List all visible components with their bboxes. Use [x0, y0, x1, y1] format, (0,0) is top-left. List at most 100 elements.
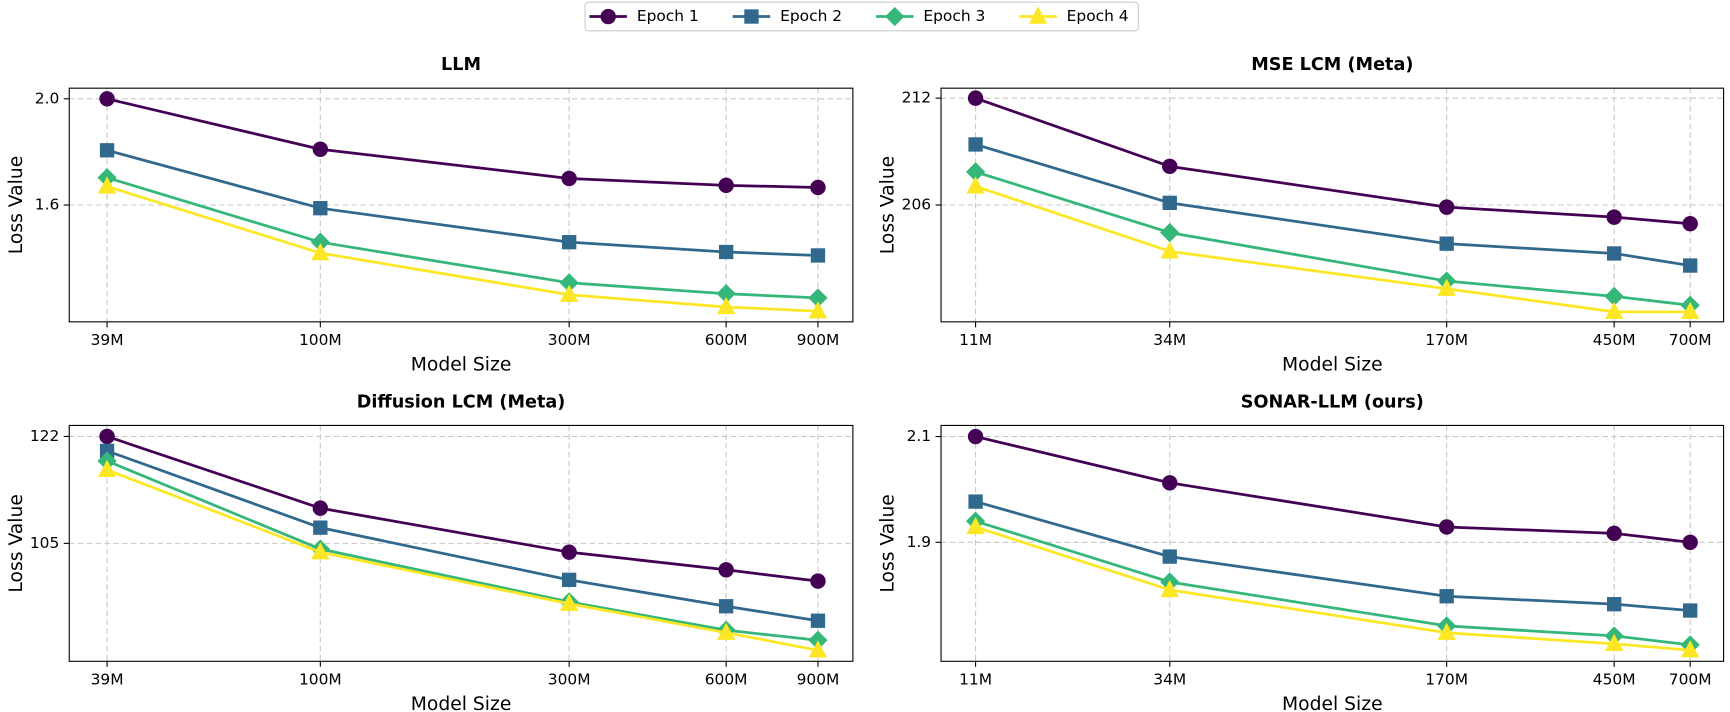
- marker: [716, 296, 736, 315]
- x-tick-label: 600M: [705, 671, 748, 689]
- marker: [810, 573, 826, 589]
- marker: [1162, 158, 1178, 175]
- legend-label: Epoch 2: [780, 7, 842, 25]
- x-tick-label: 700M: [1669, 671, 1712, 689]
- marker: [808, 640, 828, 658]
- legend-label: Epoch 1: [637, 7, 699, 25]
- marker: [1682, 534, 1698, 551]
- marker: [1606, 597, 1622, 612]
- marker: [313, 201, 328, 216]
- marker: [311, 243, 330, 261]
- marker: [718, 177, 734, 194]
- x-tick-label: 700M: [1669, 331, 1712, 349]
- legend-label: Epoch 3: [923, 7, 985, 25]
- x-tick-label: 11M: [959, 331, 992, 349]
- marker: [1606, 209, 1622, 225]
- marker: [1162, 475, 1178, 491]
- plot-frame: [68, 87, 854, 323]
- marker: [716, 622, 736, 640]
- y-axis-label: Loss Value: [6, 156, 27, 254]
- x-tick-label: 300M: [548, 671, 591, 689]
- x-tick-label: 170M: [1425, 671, 1468, 689]
- marker: [1438, 199, 1455, 215]
- series-line: [975, 525, 1691, 652]
- x-axis-label: Model Size: [1282, 694, 1383, 712]
- marker: [311, 542, 330, 560]
- legend-box: [584, 1, 1139, 32]
- series-line: [975, 170, 1691, 307]
- marker: [99, 91, 115, 107]
- marker: [1439, 589, 1454, 604]
- plot-frame: [940, 87, 1725, 323]
- series-line: [106, 176, 819, 300]
- marker: [561, 544, 577, 560]
- series-line: [106, 468, 819, 652]
- y-tick-label: 122: [30, 427, 59, 445]
- marker: [968, 137, 983, 152]
- x-tick-label: 34M: [1153, 331, 1186, 349]
- series-line: [975, 519, 1691, 647]
- marker: [559, 593, 579, 611]
- marker: [1160, 223, 1180, 243]
- plot-frame: [940, 424, 1725, 662]
- x-tick-label: 600M: [705, 331, 748, 349]
- x-tick-label: 34M: [1153, 671, 1186, 689]
- marker: [967, 428, 984, 445]
- marker: [313, 520, 328, 535]
- marker: [1162, 195, 1177, 211]
- legend-marker: [744, 9, 759, 24]
- x-tick-label: 39M: [91, 671, 124, 689]
- marker: [966, 516, 985, 535]
- subplot-title: SONAR-LLM (ours): [1241, 392, 1424, 412]
- x-tick-label: 39M: [91, 331, 124, 349]
- marker: [1438, 519, 1455, 535]
- marker: [1604, 301, 1624, 320]
- y-axis-label: Loss Value: [878, 156, 899, 254]
- x-tick-label: 450M: [1593, 331, 1636, 349]
- marker: [1160, 241, 1179, 259]
- marker: [97, 459, 117, 477]
- marker: [312, 141, 329, 157]
- marker: [1606, 246, 1622, 261]
- x-axis-label: Model Size: [411, 694, 512, 712]
- y-tick-label: 212: [902, 89, 931, 107]
- x-tick-label: 900M: [797, 331, 840, 349]
- marker: [1682, 215, 1698, 232]
- y-tick-label: 1.6: [35, 196, 60, 214]
- legend-label: Epoch 4: [1067, 7, 1129, 25]
- x-tick-label: 11M: [959, 671, 992, 689]
- marker: [1437, 622, 1456, 640]
- marker: [718, 562, 734, 578]
- marker: [561, 572, 577, 588]
- series-line: [106, 435, 819, 583]
- plot-frame: [68, 424, 854, 662]
- marker: [718, 599, 734, 614]
- marker: [99, 143, 115, 158]
- marker: [1160, 579, 1179, 598]
- series-line: [975, 435, 1691, 544]
- marker: [1604, 633, 1624, 652]
- x-axis-label: Model Size: [1282, 354, 1383, 375]
- y-axis-label: Loss Value: [6, 494, 27, 592]
- marker: [1680, 301, 1700, 320]
- marker: [1683, 258, 1698, 273]
- x-tick-label: 300M: [548, 331, 591, 349]
- marker: [1437, 278, 1456, 296]
- marker: [312, 500, 329, 516]
- marker: [1162, 549, 1177, 564]
- legend-marker: [600, 8, 616, 25]
- legend-marker: [885, 6, 905, 27]
- marker: [1680, 640, 1700, 658]
- marker: [966, 176, 985, 194]
- series-line: [106, 449, 819, 623]
- y-axis-label: Loss Value: [878, 494, 899, 592]
- marker: [1683, 603, 1698, 618]
- x-tick-label: 100M: [299, 671, 342, 689]
- x-tick-label: 100M: [299, 331, 342, 349]
- marker: [559, 284, 579, 302]
- subplot-title: Diffusion LCM (Meta): [357, 392, 566, 412]
- marker: [97, 176, 117, 194]
- marker: [808, 301, 828, 319]
- subplot-title: MSE LCM (Meta): [1251, 55, 1413, 75]
- y-tick-label: 2.0: [35, 89, 60, 107]
